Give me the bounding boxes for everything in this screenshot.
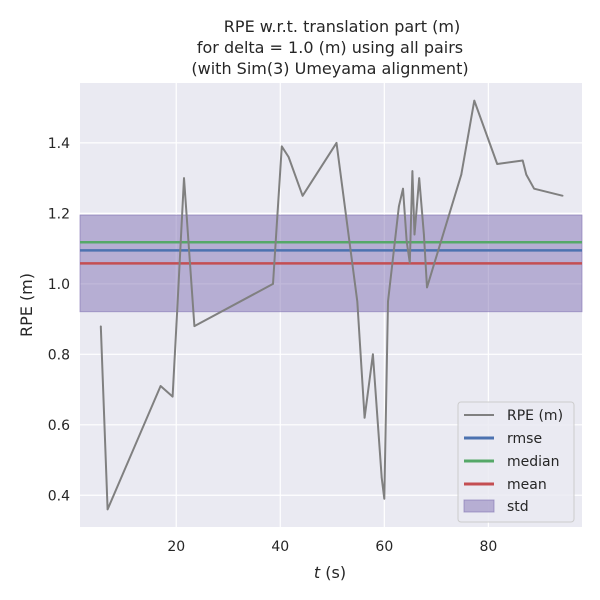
- rpe-point-7: [272, 283, 274, 285]
- legend: RPE (m) rmse median mean std: [457, 401, 575, 523]
- rpe-point-22: [411, 170, 414, 172]
- rpe-point-28: [473, 99, 476, 102]
- chart-title-line-1: RPE w.r.t. translation part (m): [224, 17, 460, 36]
- y-tick-labels: 0.4 0.6 0.8 1.0 1.2 1.4: [48, 136, 70, 504]
- legend-mean-label: mean: [507, 477, 547, 493]
- rpe-point-16: [383, 498, 386, 500]
- x-tick-labels: 20 40 60 80: [167, 539, 497, 555]
- legend-rmse-label: rmse: [507, 431, 542, 447]
- rpe-point-12: [356, 300, 359, 303]
- rpe-point-26: [426, 286, 428, 289]
- rpe-point-25: [423, 233, 425, 236]
- rpe-point-6: [193, 325, 196, 327]
- rpe-point-10: [301, 194, 304, 197]
- chart-title-line-2: for delta = 1.0 (m) using all pairs: [197, 38, 463, 57]
- rpe-point-27: [460, 173, 463, 176]
- rpe-point-23: [413, 233, 416, 236]
- legend-std-label: std: [507, 499, 529, 515]
- rpe-point-0: [100, 325, 102, 327]
- y-tick-label-1: 0.6: [48, 418, 70, 434]
- rpe-point-24: [418, 177, 420, 179]
- legend-rpe-label: RPE (m): [507, 408, 563, 424]
- legend-frame: [457, 401, 575, 523]
- x-tick-label-3: 80: [479, 539, 497, 555]
- rpe-point-11: [335, 142, 338, 144]
- rpe-point-21: [409, 261, 411, 264]
- rpe-point-19: [402, 187, 404, 190]
- x-tick-label-2: 60: [375, 539, 393, 555]
- x-axis-label-variable: t: [314, 563, 321, 582]
- rpe-point-4: [176, 307, 179, 310]
- y-tick-label-5: 1.4: [48, 136, 70, 152]
- rpe-point-8: [281, 145, 283, 148]
- rpe-point-17: [387, 300, 389, 303]
- rpe-point-18: [398, 205, 400, 208]
- y-tick-label-4: 1.2: [48, 206, 70, 222]
- y-tick-label-2: 0.8: [48, 347, 70, 363]
- rpe-point-5: [183, 177, 185, 179]
- rpe-series-line: [99, 99, 564, 511]
- legend-median-label: median: [507, 454, 559, 470]
- legend-std-swatch: [463, 499, 495, 513]
- rpe-point-1: [106, 508, 109, 511]
- rpe-data-points: [100, 99, 564, 511]
- rpe-point-3: [171, 395, 174, 398]
- x-axis-label: t (s): [314, 563, 346, 582]
- rpe-point-9: [287, 156, 290, 158]
- y-axis-label: RPE (m): [17, 273, 36, 337]
- rpe-point-20: [405, 240, 408, 243]
- rpe-point-33: [561, 194, 564, 197]
- rpe-point-13: [363, 416, 366, 419]
- chart-title-line-3: (with Sim(3) Umeyama alignment): [191, 59, 468, 78]
- rpe-point-2: [159, 385, 162, 387]
- y-tick-label-0: 0.4: [48, 488, 70, 504]
- rpe-point-31: [525, 173, 528, 176]
- rpe-point-14: [372, 353, 374, 356]
- rpe-point-32: [533, 187, 535, 190]
- rpe-point-29: [496, 163, 499, 165]
- rpe-point-15: [380, 476, 383, 479]
- rpe-point-30: [521, 159, 524, 162]
- x-tick-label-1: 40: [271, 539, 289, 555]
- y-tick-label-3: 1.0: [48, 277, 70, 293]
- x-tick-label-0: 20: [167, 539, 185, 555]
- x-axis-label-unit: (s): [320, 563, 346, 582]
